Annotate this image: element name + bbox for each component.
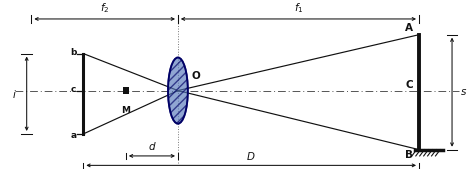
Text: $D$: $D$ [246,150,256,162]
Text: $i$: $i$ [12,88,17,100]
Text: a: a [70,131,76,140]
Text: $f_1$: $f_1$ [293,1,303,15]
Text: $f_2$: $f_2$ [100,1,109,15]
Text: A: A [405,23,413,33]
Bar [123,87,129,94]
Text: O: O [191,71,200,81]
Text: b: b [70,48,76,56]
Text: $d$: $d$ [147,140,156,152]
Ellipse shape [168,57,188,124]
Text: B: B [405,150,413,160]
Text: $s$: $s$ [460,87,467,97]
Text: M: M [121,106,130,115]
Text: c: c [71,85,76,94]
Text: C: C [406,80,413,90]
